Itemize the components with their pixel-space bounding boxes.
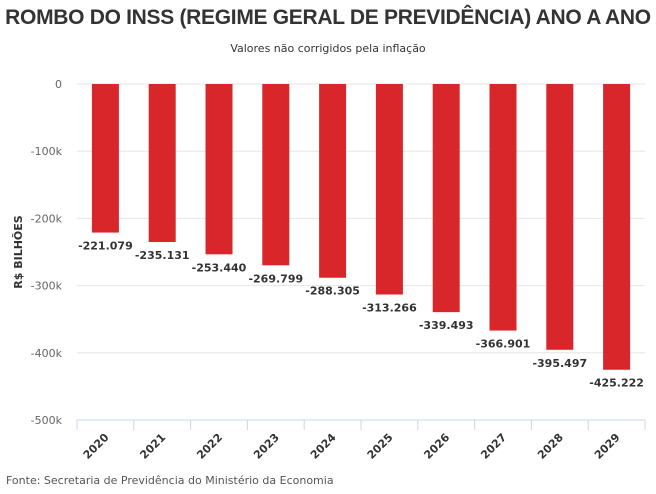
bars [91, 84, 631, 370]
x-tick-label: 2023 [251, 431, 282, 462]
y-tick-label: -200k [31, 212, 63, 225]
y-tick-label: -100k [31, 145, 63, 158]
y-tick-label: -300k [31, 280, 63, 293]
x-tick-label: 2027 [478, 431, 509, 462]
y-axis-ticks: 0 -100k -200k -300k -400k -500k [31, 78, 63, 427]
data-label: -425.222 [589, 377, 644, 390]
x-tick-label: 2029 [592, 431, 623, 462]
data-label: -366.901 [476, 338, 531, 351]
data-label: -313.266 [362, 302, 417, 315]
data-label: -235.131 [135, 249, 190, 262]
source-note: Fonte: Secretaria de Previdência do Mini… [6, 474, 334, 487]
x-tick-label: 2021 [137, 431, 168, 462]
x-tick-label: 2028 [535, 431, 566, 462]
y-axis-label: R$ BILHÕES [12, 215, 25, 289]
bar [262, 84, 290, 266]
data-label: -253.440 [192, 261, 247, 274]
data-label: -395.497 [532, 357, 587, 370]
bar [603, 84, 631, 370]
x-tick-label: 2022 [194, 431, 225, 462]
bar [546, 84, 574, 350]
y-tick-label: -400k [31, 347, 63, 360]
bar [489, 84, 517, 331]
bar [319, 84, 347, 278]
data-label: -339.493 [419, 319, 474, 332]
bar [91, 84, 119, 233]
bar [148, 84, 176, 243]
bar [432, 84, 460, 313]
data-label: -221.079 [78, 240, 133, 253]
x-tick-label: 2020 [81, 431, 112, 462]
x-tick-label: 2025 [365, 431, 396, 462]
y-tick-label: -500k [31, 414, 63, 427]
x-tick-label: 2024 [308, 431, 339, 462]
chart-subtitle: Valores não corrigidos pela inflação [230, 42, 426, 55]
x-axis: 2020 2021 2022 2023 2024 2025 2026 2027 2028 2029 [76, 419, 646, 462]
bar [205, 84, 233, 255]
data-label: -288.305 [305, 285, 360, 298]
data-label: -269.799 [248, 272, 303, 285]
data-labels: -221.079-235.131-253.440-269.799-288.305… [78, 240, 644, 390]
y-tick-label: 0 [55, 78, 62, 91]
chart-title: ROMBO DO INSS (REGIME GERAL DE PREVIDÊNC… [5, 6, 651, 29]
bar [375, 84, 403, 295]
x-tick-label: 2026 [421, 431, 452, 462]
